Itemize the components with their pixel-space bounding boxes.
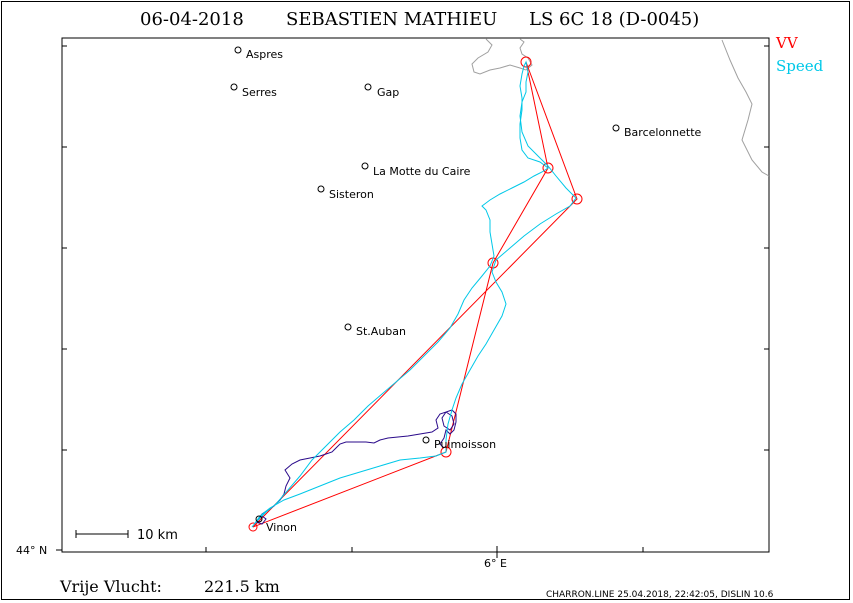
task-polygon	[248, 56, 583, 532]
scale-bar	[75, 530, 129, 538]
country-border	[471, 38, 533, 75]
town-serres: Serres	[230, 83, 277, 99]
town-sisteron: Sisteron	[317, 185, 374, 201]
distance-value: 221.5 km	[204, 577, 280, 596]
town-label: Barcelonnette	[624, 126, 702, 139]
town-puimoisson: Puimoisson	[422, 436, 496, 451]
town-label: La Motte du Caire	[373, 165, 471, 178]
title-date: 06-04-2018	[140, 9, 244, 30]
title-pilot: SEBASTIEN MATHIEU	[286, 9, 497, 30]
footer-info: CHARRON.LINE 25.04.2018, 22:42:05, DISLI…	[546, 590, 774, 600]
town-label: Vinon	[266, 521, 297, 534]
distance-label: Vrije Vlucht:	[59, 577, 162, 596]
right-ticks	[764, 45, 769, 451]
lat-ticks	[56, 45, 67, 551]
track-slow	[255, 409, 457, 525]
legend-vv: VV	[775, 34, 799, 52]
town-st-auban: St.Auban	[344, 323, 406, 338]
town-label: St.Auban	[356, 325, 406, 338]
town-label: Puimoisson	[434, 438, 496, 451]
town-label: Aspres	[246, 48, 283, 61]
town-label: Sisteron	[329, 188, 374, 201]
country-border-east	[721, 39, 770, 177]
lat-label: 44° N	[16, 544, 47, 557]
town-gap: Gap	[364, 83, 399, 99]
lon-label: 6° E	[484, 557, 507, 570]
town-aspres: Aspres	[234, 46, 283, 61]
scale-bar-label: 10 km	[137, 528, 178, 543]
town-barcelonnette: Barcelonnette	[612, 124, 702, 139]
legend-speed: Speed	[776, 57, 824, 75]
town-vinon: Vinon	[255, 515, 297, 534]
map-frame	[61, 37, 770, 553]
title-glider: LS 6C 18 (D-0045)	[529, 9, 699, 30]
track-fast	[251, 60, 577, 528]
lon-ticks	[205, 546, 644, 558]
town-label: Serres	[242, 86, 277, 99]
town-la-motte-du-caire: La Motte du Caire	[361, 162, 471, 178]
town-label: Gap	[377, 86, 399, 99]
